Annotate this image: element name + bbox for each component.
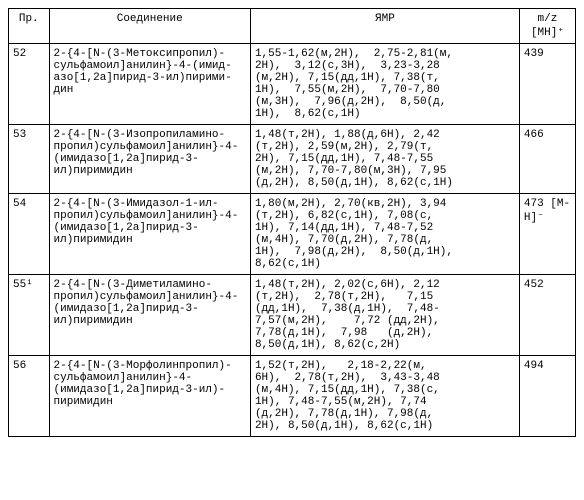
header-nmr: ЯМР (250, 9, 519, 44)
cell-nmr: 1,80(м,2H), 2,70(кв,2H), 3,94 (т,2H), 6,… (250, 194, 519, 275)
table-row: 532-{4-[N-(3-Изопропиламино-пропил)сульф… (9, 125, 576, 194)
cell-pr: 52 (9, 44, 50, 125)
table-row: 522-{4-[N-(3-Метоксипропил)-сульфамоил]а… (9, 44, 576, 125)
cell-mz: 439 (519, 44, 575, 125)
cell-compound: 2-{4-[N-(3-Изопропиламино-пропил)сульфам… (49, 125, 250, 194)
cell-mz: 494 (519, 356, 575, 437)
table-header-row: Пр. Соединение ЯМР m/z [MH]⁺ (9, 9, 576, 44)
cell-pr: 55¹ (9, 275, 50, 356)
cell-compound: 2-{4-[N-(3-Диметиламино-пропил)сульфамои… (49, 275, 250, 356)
cell-compound: 2-{4-[N-(3-Морфолинпропил)-сульфамоил]ан… (49, 356, 250, 437)
chemical-data-table: Пр. Соединение ЯМР m/z [MH]⁺ 522-{4-[N-(… (8, 8, 576, 437)
table-row: 55¹2-{4-[N-(3-Диметиламино-пропил)сульфа… (9, 275, 576, 356)
header-compound: Соединение (49, 9, 250, 44)
cell-nmr: 1,48(т,2H), 2,02(с,6H), 2,12 (т,2H), 2,7… (250, 275, 519, 356)
cell-pr: 53 (9, 125, 50, 194)
cell-compound: 2-{4-[N-(3-Метоксипропил)-сульфамоил]ани… (49, 44, 250, 125)
cell-nmr: 1,55-1,62(м,2H), 2,75-2,81(м, 2H), 3,12(… (250, 44, 519, 125)
cell-mz: 452 (519, 275, 575, 356)
cell-pr: 54 (9, 194, 50, 275)
cell-mz: 473 [M-H]⁻ (519, 194, 575, 275)
cell-nmr: 1,52(т,2H), 2,18-2,22(м, 6H), 2,78(т,2H)… (250, 356, 519, 437)
table-row: 542-{4-[N-(3-Имидазол-1-ил-пропил)сульфа… (9, 194, 576, 275)
cell-compound: 2-{4-[N-(3-Имидазол-1-ил-пропил)сульфамо… (49, 194, 250, 275)
cell-nmr: 1,48(т,2H), 1,88(д,6H), 2,42 (т,2H), 2,5… (250, 125, 519, 194)
table-row: 562-{4-[N-(3-Морфолинпропил)-сульфамоил]… (9, 356, 576, 437)
cell-mz: 466 (519, 125, 575, 194)
cell-pr: 56 (9, 356, 50, 437)
header-pr: Пр. (9, 9, 50, 44)
header-mz: m/z [MH]⁺ (519, 9, 575, 44)
